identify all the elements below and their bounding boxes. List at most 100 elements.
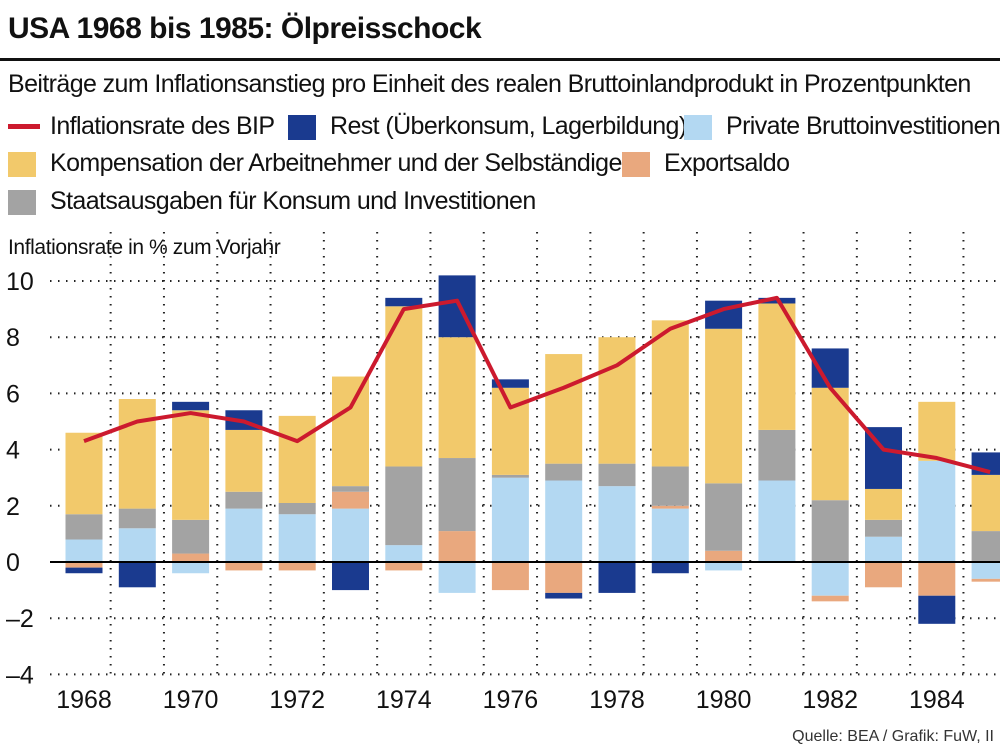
y-tick-label: 6 <box>6 380 20 408</box>
bar-segment <box>971 474 1000 532</box>
y-tick-label: 2 <box>6 493 20 521</box>
bar-segment <box>438 531 476 562</box>
inflation-line <box>83 295 991 475</box>
bar-segment <box>545 480 583 562</box>
bar-segment <box>545 463 583 481</box>
axis-title: Inflationsrate in % zum Vorjahr <box>8 236 281 259</box>
bar-segment <box>491 562 529 591</box>
bar-segment <box>278 562 316 571</box>
bar-segment <box>225 562 263 571</box>
bar-segment <box>545 354 583 464</box>
bar-segment <box>438 337 476 459</box>
bar-segment <box>865 536 902 562</box>
bar-segment <box>172 410 210 520</box>
bar-segment <box>705 328 743 484</box>
bar-segment <box>438 458 476 532</box>
bar-segment <box>918 460 956 562</box>
bar-segment <box>545 562 583 593</box>
bar-segment <box>598 463 636 487</box>
bar-segment <box>598 562 636 593</box>
bar-segment <box>971 578 1000 582</box>
title-rule <box>0 58 1000 61</box>
bar-segment <box>651 320 689 467</box>
bar-segment <box>65 432 103 515</box>
bar-segment <box>225 429 263 492</box>
bar-segment <box>65 539 103 562</box>
x-tick-label: 1982 <box>802 686 858 714</box>
bar-segment <box>971 531 1000 562</box>
bar-segment <box>385 545 423 562</box>
bar-segment <box>545 592 583 599</box>
bar-segment <box>651 466 689 506</box>
x-tick-label: 1972 <box>269 686 325 714</box>
bar-segment <box>385 297 423 307</box>
bar-segment <box>278 415 316 503</box>
bar-segment <box>118 399 156 509</box>
bar-segment <box>438 562 476 593</box>
bar-segment <box>332 491 369 509</box>
bar-segment <box>705 483 743 551</box>
legend-label: Staatsausgaben für Konsum und Investitio… <box>50 187 536 215</box>
legend-swatch <box>288 115 316 140</box>
bar-segment <box>278 514 316 562</box>
bar-segment <box>865 519 902 537</box>
legend-swatch <box>684 115 712 140</box>
legend-swatch <box>8 190 36 215</box>
bar-segment <box>918 595 956 624</box>
bar-segment <box>332 486 369 492</box>
bar-segment <box>118 508 156 529</box>
bar-segment <box>491 477 529 562</box>
bar-segment <box>65 567 103 574</box>
y-tick-label: –4 <box>6 661 34 689</box>
bar-segment <box>172 401 210 411</box>
x-tick-label: 1974 <box>376 686 432 714</box>
bar-segment <box>971 562 1000 579</box>
bar-segment <box>758 480 796 562</box>
bar-segment <box>651 562 689 574</box>
legend-label: Rest (Überkonsum, Lagerbildung) <box>330 112 687 140</box>
bar-segment <box>651 508 689 562</box>
x-tick-label: 1968 <box>56 686 112 714</box>
legend-label: Exportsaldo <box>664 149 790 177</box>
bar-segment <box>918 562 956 596</box>
bar-segment <box>172 562 210 574</box>
bar-segment <box>118 562 156 588</box>
bar-segment <box>225 508 263 562</box>
x-tick-label: 1970 <box>163 686 219 714</box>
legend-swatch <box>8 152 36 177</box>
bar-segment <box>811 387 849 501</box>
bar-segment <box>172 553 210 562</box>
bar-segment <box>332 508 369 562</box>
legend-swatch-line <box>8 124 40 129</box>
bar-segment <box>758 303 796 430</box>
bar-segment <box>385 466 423 546</box>
bar-segment <box>65 514 103 540</box>
chart-subtitle: Beiträge zum Inflationsanstieg pro Einhe… <box>8 70 971 98</box>
source-note: Quelle: BEA / Grafik: FuW, II <box>792 728 994 745</box>
bar-segment <box>865 562 902 588</box>
legend-label: Private Bruttoinvestitionen <box>726 112 1000 140</box>
bar-segment <box>918 401 956 461</box>
bar-segment <box>811 595 849 602</box>
bar-segment <box>598 486 636 562</box>
x-tick-label: 1980 <box>696 686 752 714</box>
bar-segment <box>705 550 743 562</box>
y-tick-label: 0 <box>6 549 20 577</box>
bar-segment <box>811 562 849 596</box>
bar-segment <box>225 491 263 509</box>
legend-label: Inflationsrate des BIP <box>50 112 275 140</box>
y-tick-label: 10 <box>6 268 34 296</box>
chart-title: USA 1968 bis 1985: Ölpreisschock <box>8 12 482 45</box>
bar-segment <box>705 562 743 571</box>
bar-segment <box>491 379 529 388</box>
x-tick-label: 1984 <box>909 686 965 714</box>
bar-segment <box>172 519 210 554</box>
y-tick-label: 8 <box>6 324 20 352</box>
y-tick-label: 4 <box>6 437 20 465</box>
bar-segment <box>332 376 369 487</box>
bar-segment <box>651 505 689 509</box>
x-tick-label: 1978 <box>589 686 645 714</box>
bar-segment <box>278 502 316 515</box>
bar-segment <box>491 474 529 478</box>
